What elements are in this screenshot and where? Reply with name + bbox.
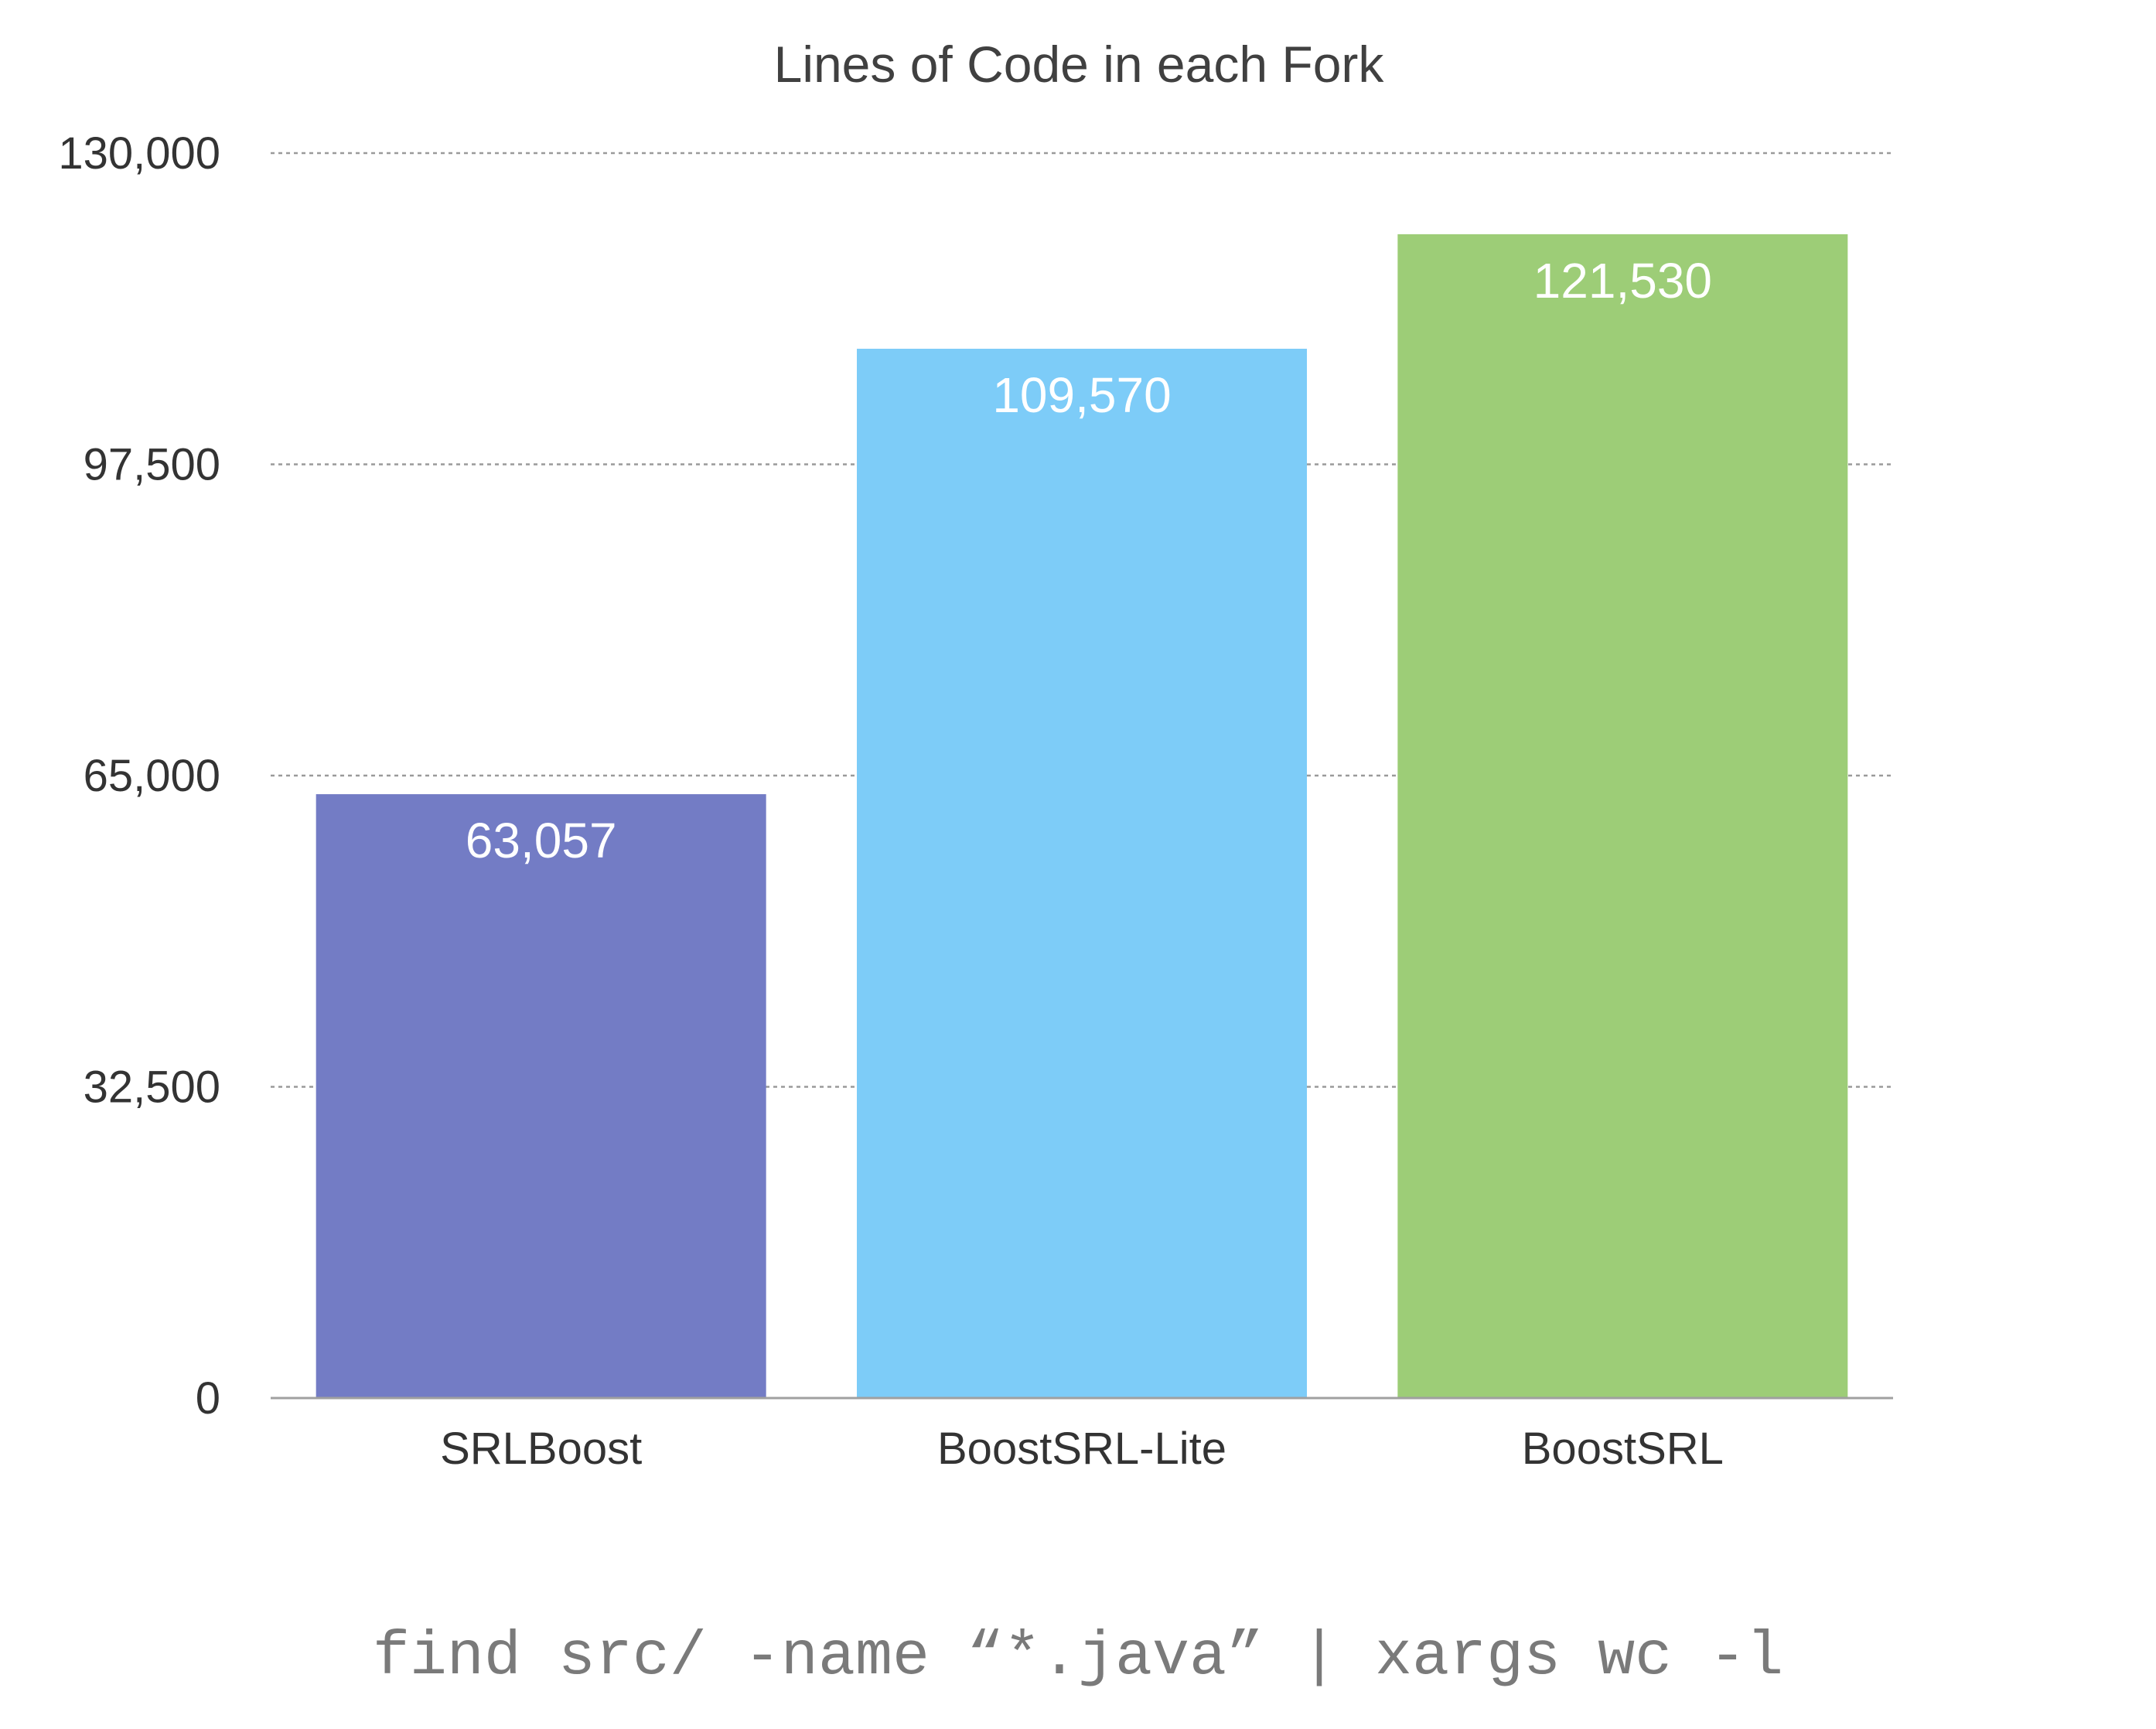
bar-value-label: 109,570 — [992, 367, 1171, 423]
command-footnote: find src/ -name “*.java” | xargs wc -l — [372, 1622, 1784, 1693]
x-category-label: SRLBoost — [440, 1424, 642, 1474]
x-category-label: BoostSRL-Lite — [937, 1424, 1226, 1474]
bar-boostsrl-lite — [857, 349, 1307, 1398]
bar-boostsrl — [1397, 234, 1848, 1398]
y-tick-label: 130,000 — [58, 128, 220, 179]
y-tick-label: 97,500 — [84, 440, 220, 490]
bar-srlboost — [316, 794, 766, 1398]
x-axis-categories: SRLBoost BoostSRL-Lite BoostSRL — [440, 1424, 1724, 1474]
data-labels: 63,057 109,570 121,530 — [466, 253, 1712, 868]
bar-value-label: 121,530 — [1533, 253, 1712, 309]
y-tick-label: 0 — [196, 1373, 220, 1424]
y-tick-label: 32,500 — [84, 1062, 220, 1113]
bars — [316, 234, 1848, 1398]
y-tick-label: 65,000 — [84, 751, 220, 801]
bar-value-label: 63,057 — [466, 813, 617, 868]
y-axis-ticks: 0 32,500 65,000 97,500 130,000 — [58, 128, 220, 1424]
chart-title: Lines of Code in each Fork — [774, 36, 1385, 93]
x-category-label: BoostSRL — [1522, 1424, 1724, 1474]
